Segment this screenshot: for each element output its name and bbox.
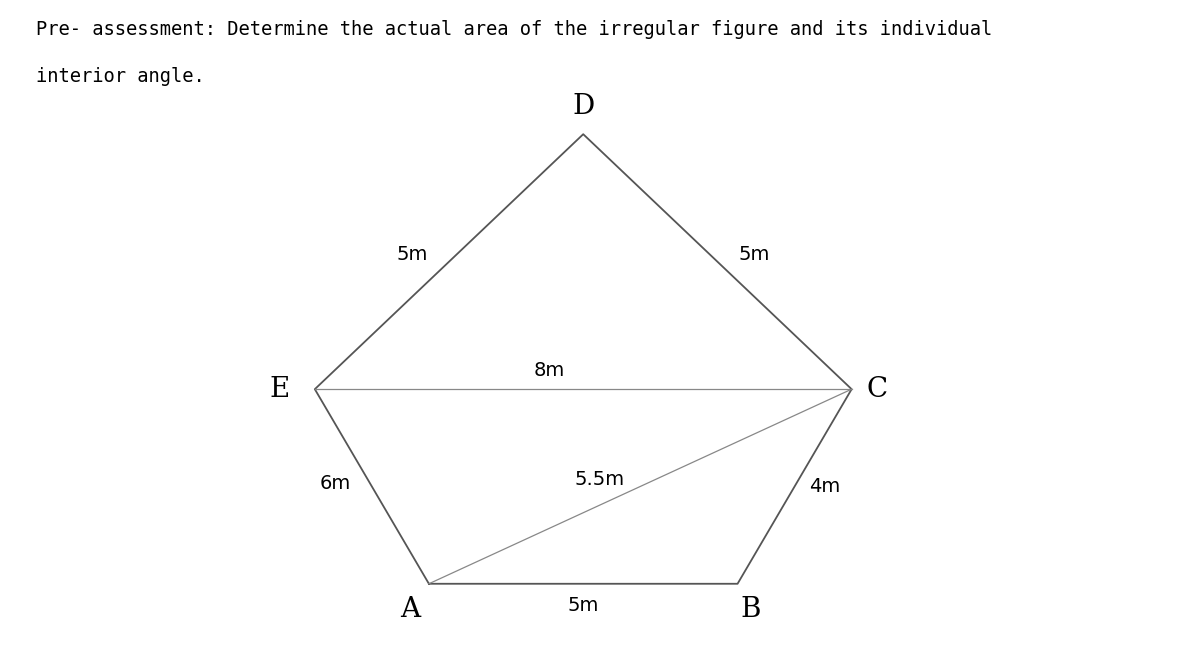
Text: E: E: [270, 376, 290, 403]
Text: A: A: [400, 596, 420, 623]
Text: Pre- assessment: Determine the actual area of the irregular figure and its indiv: Pre- assessment: Determine the actual ar…: [36, 20, 992, 39]
Text: 8m: 8m: [534, 361, 565, 380]
Text: D: D: [572, 93, 594, 119]
Text: 5.5m: 5.5m: [575, 470, 625, 489]
Text: 6m: 6m: [319, 474, 350, 493]
Text: interior angle.: interior angle.: [36, 67, 205, 86]
Text: C: C: [866, 376, 888, 403]
Text: 5m: 5m: [568, 596, 599, 615]
Text: 4m: 4m: [809, 477, 840, 496]
Text: 5m: 5m: [739, 246, 770, 264]
Text: B: B: [740, 596, 761, 623]
Text: 5m: 5m: [396, 246, 428, 264]
